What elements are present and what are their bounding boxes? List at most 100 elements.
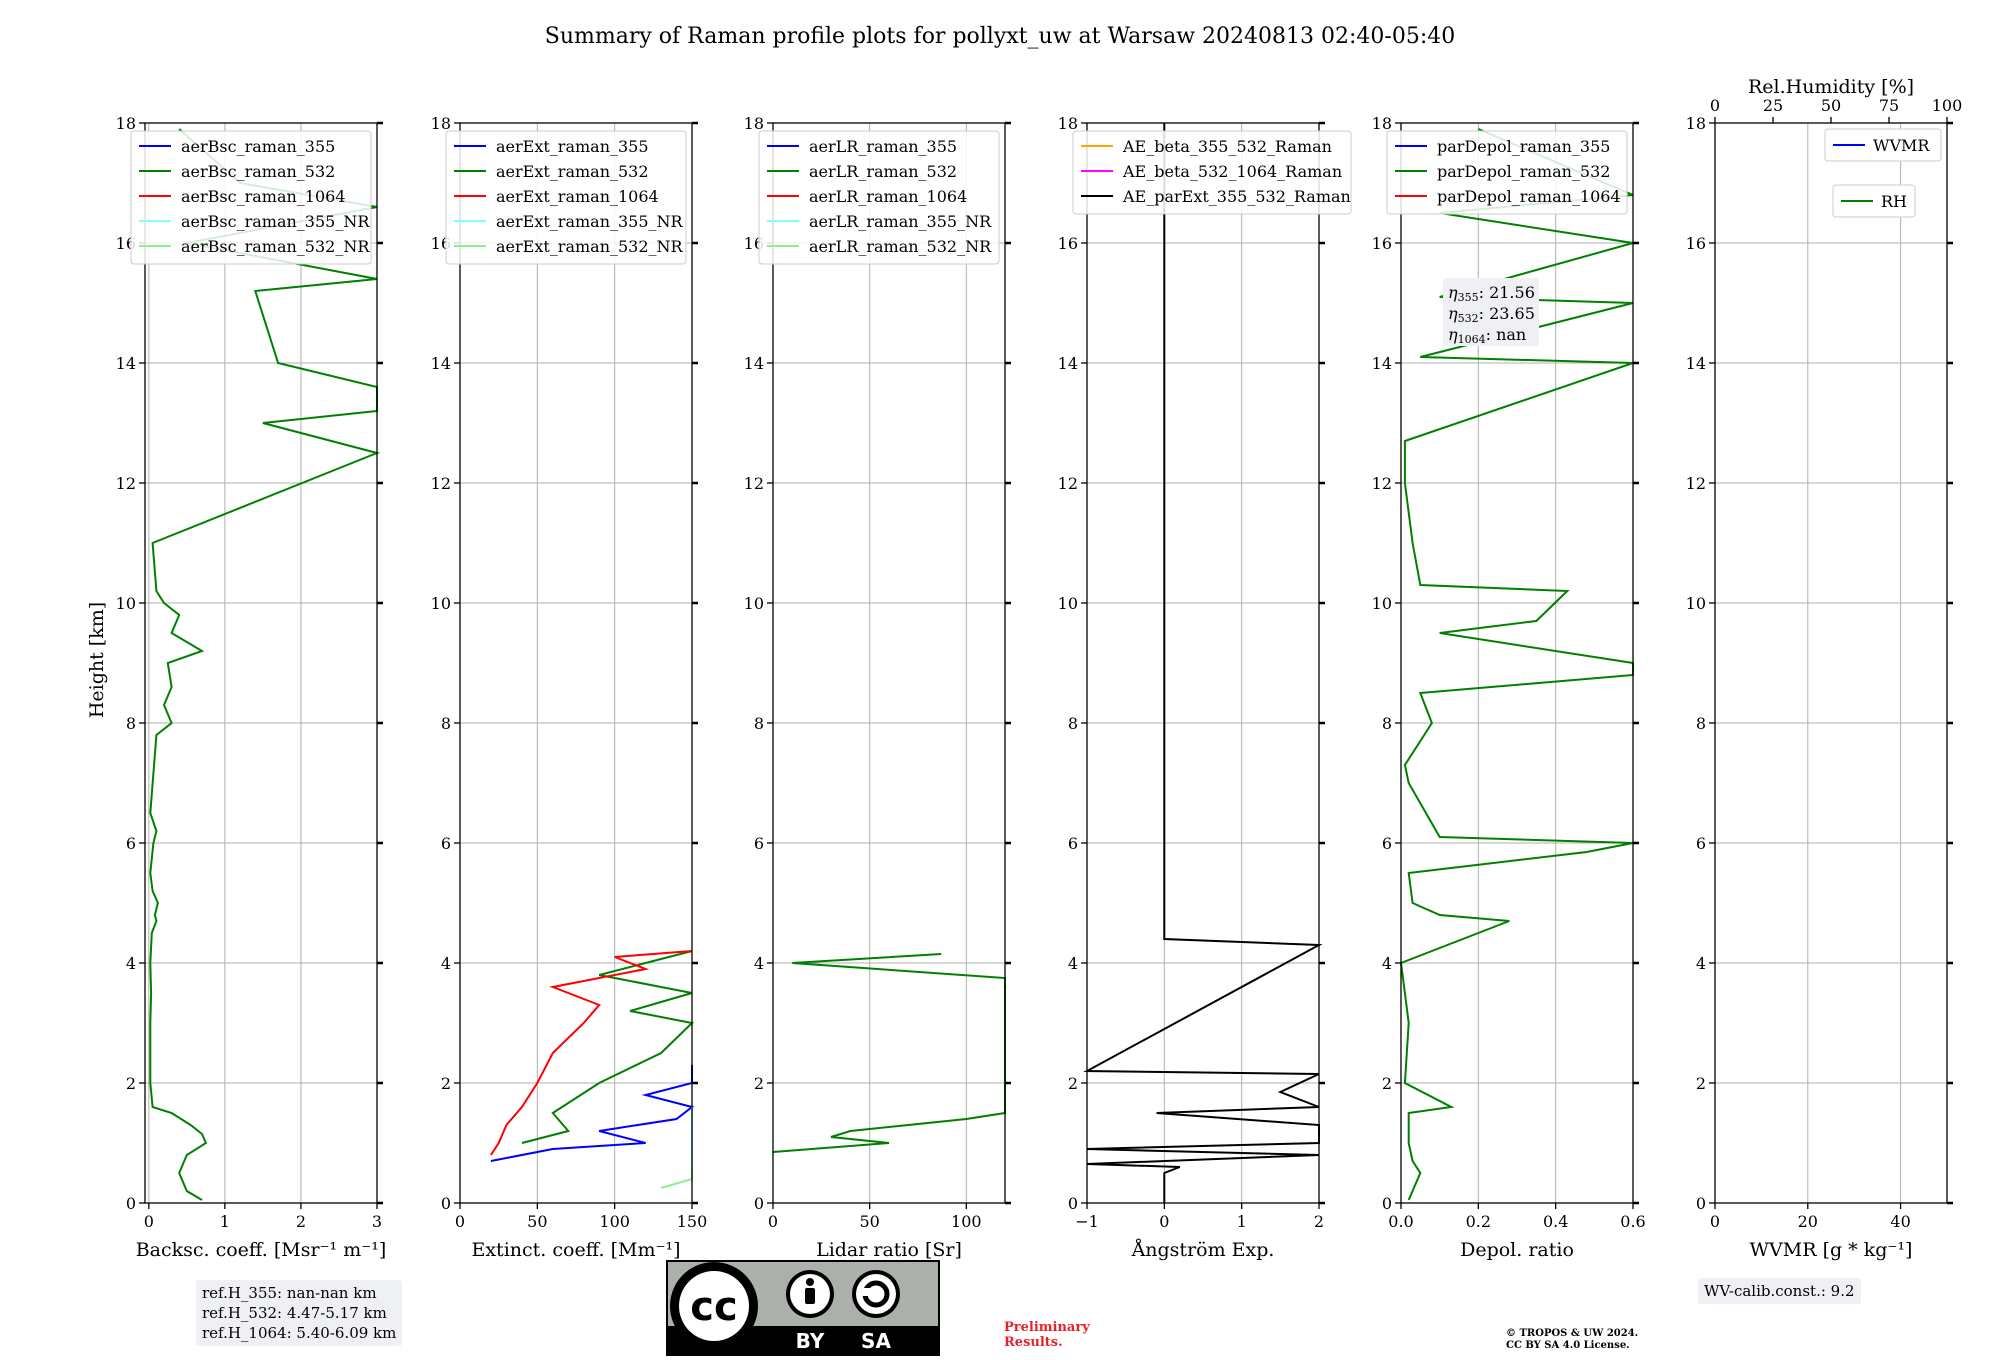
top-tick-label: 75 (1879, 96, 1899, 115)
legend-entry: aerExt_raman_355_NR (496, 212, 684, 231)
legend-entry: aerLR_raman_355_NR (809, 212, 992, 231)
legend-entry: WVMR (1873, 136, 1930, 155)
x-tick-label: 2 (1314, 1212, 1324, 1231)
legend-entry: aerBsc_raman_532_NR (181, 237, 370, 256)
x-tick-label: 50 (527, 1212, 547, 1231)
x-tick-label: 0 (768, 1212, 778, 1231)
x-tick-label: 0 (144, 1212, 154, 1231)
x-tick-label: 0 (455, 1212, 465, 1231)
eta-line: η355: 21.56 (1448, 283, 1535, 304)
y-tick-label: 2 (1068, 1074, 1078, 1093)
x-tick-label: 0 (1159, 1212, 1169, 1231)
series-line-aerExt_raman_355 (490, 1065, 695, 1162)
wv-calib-text: WV-calib.const.: 9.2 (1704, 1282, 1855, 1300)
y-tick-label: 4 (441, 954, 451, 973)
y-tick-label: 4 (1068, 954, 1078, 973)
y-tick-label: 16 (1372, 234, 1392, 253)
x-tick-label: 150 (677, 1212, 708, 1231)
y-tick-label: 18 (1058, 114, 1078, 133)
y-tick-label: 12 (1686, 474, 1706, 493)
legend-box (758, 130, 1000, 265)
y-tick-label: 16 (1686, 234, 1706, 253)
y-tick-label: 8 (1696, 714, 1706, 733)
x-tick-label: 100 (951, 1212, 982, 1231)
y-tick-label: 4 (126, 954, 136, 973)
eta-line: η1064: nan (1448, 325, 1526, 346)
y-tick-label: 4 (1382, 954, 1392, 973)
x-tick-label: 0.4 (1543, 1212, 1568, 1231)
series-line-parDepol_raman_532 (1399, 128, 1634, 1201)
plot-frame (1086, 122, 1320, 1204)
y-tick-label: 0 (754, 1194, 764, 1213)
top-tick-label: 25 (1763, 96, 1783, 115)
x-tick-label: 0.2 (1466, 1212, 1491, 1231)
y-tick-label: 12 (744, 474, 764, 493)
legend-entry: aerBsc_raman_1064 (181, 187, 346, 206)
legend-entry: aerExt_raman_1064 (496, 187, 659, 206)
x-tick-label: 40 (1890, 1212, 1910, 1231)
ref-h-532: ref.H_532: 4.47-5.17 km (202, 1304, 387, 1322)
y-tick-label: 14 (431, 354, 451, 373)
x-tick-label: 2 (296, 1212, 306, 1231)
plot-frame (144, 122, 378, 1204)
legend-box (130, 130, 372, 265)
x-tick-label: 1 (220, 1212, 230, 1231)
y-tick-label: 12 (431, 474, 451, 493)
ref-h-1064: ref.H_1064: 5.40-6.09 km (202, 1324, 397, 1342)
y-tick-label: 0 (441, 1194, 451, 1213)
ref-h-355: ref.H_355: nan-nan km (202, 1284, 377, 1302)
legend-entry: AE_beta_532_1064_Raman (1122, 162, 1342, 181)
y-tick-label: 6 (126, 834, 136, 853)
x-tick-label: 20 (1798, 1212, 1818, 1231)
y-tick-label: 6 (1696, 834, 1706, 853)
legend-entry: aerExt_raman_532 (496, 162, 649, 181)
top-tick-label: 50 (1821, 96, 1841, 115)
y-tick-label: 0 (1382, 1194, 1392, 1213)
cc-by-sa-license-badge: cc BY SA (666, 1260, 940, 1356)
y-tick-label: 10 (1372, 594, 1392, 613)
figure-title: Summary of Raman profile plots for polly… (545, 24, 1455, 49)
x-axis-label: Extinct. coeff. [Mm⁻¹] (471, 1239, 680, 1261)
legend-entry: aerBsc_raman_532 (181, 162, 335, 181)
y-tick-label: 2 (1382, 1074, 1392, 1093)
y-tick-label: 8 (126, 714, 136, 733)
svg-text:SA: SA (861, 1329, 891, 1353)
series-line-AE_parExt_355_532_Raman (1083, 123, 1323, 1203)
y-tick-label: 0 (1068, 1194, 1078, 1213)
legend-box-rh (1832, 184, 1916, 218)
legend-entry: AE_beta_355_532_Raman (1122, 137, 1332, 156)
legend-entry: aerLR_raman_532_NR (809, 237, 992, 256)
plot-frame (1400, 122, 1634, 1204)
x-tick-label: −1 (1075, 1212, 1099, 1231)
x-axis-label: Lidar ratio [Sr] (816, 1239, 962, 1261)
x-tick-label: 3 (372, 1212, 382, 1231)
top-axis-label: Rel.Humidity [%] (1748, 76, 1914, 98)
legend-entry: RH (1881, 192, 1907, 211)
svg-text:cc: cc (690, 1284, 737, 1330)
eta-line: η532: 23.65 (1448, 304, 1535, 325)
y-tick-label: 6 (1068, 834, 1078, 853)
x-tick-label: 0 (1710, 1212, 1720, 1231)
copyright-note: © TROPOS & UW 2024. CC BY SA 4.0 License… (1506, 1328, 1639, 1351)
legend-entry: parDepol_raman_532 (1437, 162, 1610, 181)
y-tick-label: 2 (441, 1074, 451, 1093)
x-tick-label: 0.6 (1620, 1212, 1645, 1231)
y-tick-label: 2 (126, 1074, 136, 1093)
series-line-aerExt_raman_1064 (490, 950, 693, 1156)
legend-entry: aerExt_raman_355 (496, 137, 649, 156)
depol-eta-box (1443, 278, 1539, 346)
plot-frame (459, 122, 693, 1204)
y-tick-label: 2 (754, 1074, 764, 1093)
preliminary-results-note: Preliminary Results. (1004, 1320, 1090, 1350)
y-tick-label: 12 (1058, 474, 1078, 493)
y-tick-label: 12 (116, 474, 136, 493)
x-tick-label: 0.0 (1388, 1212, 1413, 1231)
legend-entry: aerBsc_raman_355_NR (181, 212, 370, 231)
y-tick-label: 0 (126, 1194, 136, 1213)
y-tick-label: 14 (1058, 354, 1078, 373)
